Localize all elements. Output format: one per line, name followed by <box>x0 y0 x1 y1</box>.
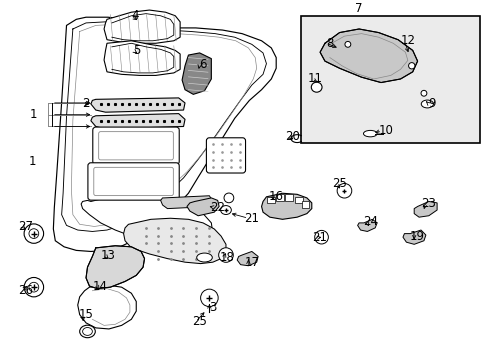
Ellipse shape <box>196 253 212 262</box>
Text: 7: 7 <box>355 2 362 15</box>
Polygon shape <box>182 53 211 94</box>
Text: 27: 27 <box>19 220 34 233</box>
Circle shape <box>29 282 39 292</box>
Text: 25: 25 <box>192 315 206 328</box>
Polygon shape <box>104 41 180 75</box>
Text: 14: 14 <box>93 280 108 293</box>
Text: 16: 16 <box>268 190 283 203</box>
Circle shape <box>336 184 351 198</box>
Text: 23: 23 <box>421 198 435 211</box>
Circle shape <box>200 289 218 307</box>
Text: 12: 12 <box>400 34 414 47</box>
Text: 22: 22 <box>210 201 224 214</box>
Text: 20: 20 <box>285 130 299 143</box>
Ellipse shape <box>311 82 322 92</box>
Text: 11: 11 <box>307 72 322 85</box>
Polygon shape <box>78 285 136 329</box>
Polygon shape <box>123 218 225 264</box>
Text: 24: 24 <box>362 215 377 228</box>
Bar <box>285 194 293 201</box>
Polygon shape <box>237 252 258 266</box>
Polygon shape <box>91 114 184 129</box>
Polygon shape <box>402 230 425 244</box>
Circle shape <box>24 224 43 243</box>
FancyBboxPatch shape <box>206 138 245 173</box>
Text: 8: 8 <box>325 37 333 50</box>
Ellipse shape <box>220 206 231 215</box>
Circle shape <box>420 90 426 96</box>
Text: 21: 21 <box>312 231 327 244</box>
Text: 5: 5 <box>133 44 141 57</box>
Polygon shape <box>104 10 180 43</box>
Bar <box>275 194 283 201</box>
Ellipse shape <box>363 130 376 137</box>
FancyBboxPatch shape <box>99 132 173 160</box>
Text: 17: 17 <box>244 256 259 269</box>
Ellipse shape <box>420 100 432 108</box>
Text: 25: 25 <box>331 177 346 190</box>
Polygon shape <box>86 246 144 289</box>
Circle shape <box>344 41 350 47</box>
Bar <box>301 202 309 208</box>
Text: 10: 10 <box>378 124 392 137</box>
Text: 19: 19 <box>409 230 424 243</box>
Circle shape <box>29 229 39 238</box>
Polygon shape <box>320 29 417 82</box>
Text: 26: 26 <box>19 284 34 297</box>
Text: 21: 21 <box>244 212 259 225</box>
Circle shape <box>218 248 233 262</box>
Text: 15: 15 <box>79 308 93 321</box>
Polygon shape <box>53 17 276 252</box>
Polygon shape <box>357 219 376 231</box>
Polygon shape <box>81 196 212 247</box>
Text: 6: 6 <box>199 58 206 71</box>
Text: 1: 1 <box>29 154 36 168</box>
Circle shape <box>314 230 328 244</box>
Text: 18: 18 <box>220 251 234 264</box>
FancyBboxPatch shape <box>93 127 179 165</box>
Circle shape <box>408 63 414 69</box>
Text: 3: 3 <box>209 301 216 314</box>
FancyBboxPatch shape <box>94 167 173 195</box>
Polygon shape <box>160 196 212 208</box>
Polygon shape <box>413 202 436 217</box>
Text: 4: 4 <box>131 9 138 22</box>
Bar <box>295 197 303 203</box>
Ellipse shape <box>82 328 92 336</box>
Text: 1: 1 <box>30 108 38 121</box>
Circle shape <box>224 193 233 203</box>
Text: 9: 9 <box>427 98 435 111</box>
Polygon shape <box>261 193 311 219</box>
FancyBboxPatch shape <box>88 163 179 200</box>
Text: 2: 2 <box>82 98 90 111</box>
Circle shape <box>24 278 43 297</box>
Bar <box>267 197 275 203</box>
Polygon shape <box>186 198 219 216</box>
Polygon shape <box>91 98 184 112</box>
Ellipse shape <box>80 325 95 338</box>
Bar <box>300 16 479 143</box>
Text: 13: 13 <box>101 249 115 262</box>
